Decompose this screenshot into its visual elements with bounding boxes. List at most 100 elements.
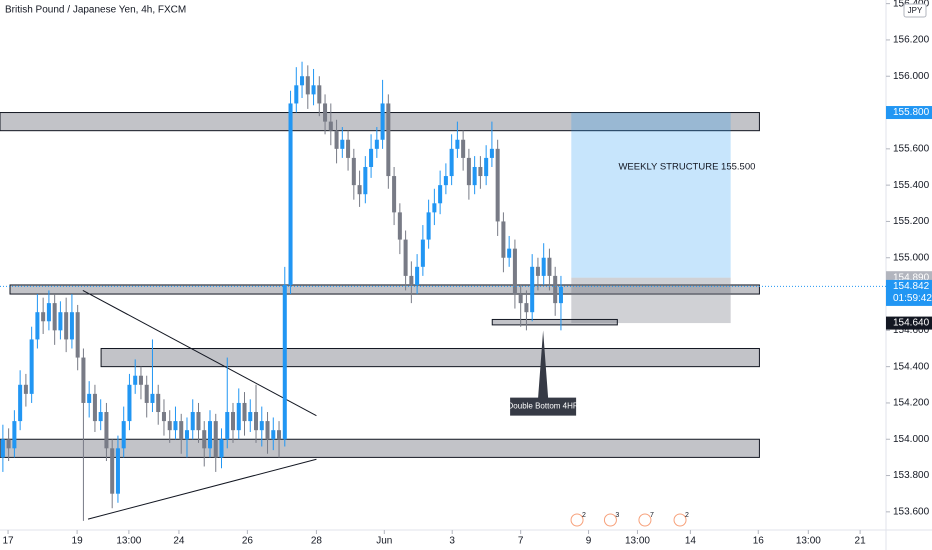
y-tick-label: 154.000 bbox=[893, 434, 930, 445]
x-tick-label: Jun bbox=[376, 536, 392, 547]
candle-body bbox=[52, 303, 57, 331]
candle-body bbox=[317, 85, 322, 104]
candle-body bbox=[466, 157, 471, 186]
candle-body bbox=[397, 212, 402, 240]
candle-body bbox=[254, 412, 259, 431]
candle-body bbox=[167, 421, 172, 431]
x-tick-label: 9 bbox=[586, 536, 592, 547]
event-icon bbox=[638, 513, 652, 527]
y-tick-label: 154.400 bbox=[893, 361, 930, 372]
candle-body bbox=[202, 430, 207, 449]
zone bbox=[0, 112, 760, 132]
candle-body bbox=[300, 76, 305, 86]
candle-body bbox=[46, 303, 51, 322]
candle-body bbox=[225, 412, 230, 440]
candle-body bbox=[426, 212, 431, 240]
candle-body bbox=[277, 430, 282, 440]
candle-body bbox=[369, 148, 374, 167]
candle-body bbox=[340, 139, 345, 149]
candle-body bbox=[144, 384, 149, 403]
candle-body bbox=[547, 257, 552, 276]
candle-body bbox=[305, 76, 310, 95]
candle-body bbox=[392, 176, 397, 213]
x-tick-label: 13:00 bbox=[625, 536, 650, 547]
candle-body bbox=[403, 239, 408, 276]
candle-body bbox=[6, 439, 11, 449]
candle-body bbox=[190, 412, 195, 431]
event-count: 2 bbox=[582, 512, 586, 519]
y-tick-label: 155.000 bbox=[893, 252, 930, 263]
candle-body bbox=[213, 421, 218, 458]
candle-body bbox=[495, 148, 500, 222]
candle-body bbox=[271, 430, 276, 440]
candle-body bbox=[173, 421, 178, 431]
candle-body bbox=[507, 248, 512, 258]
candle-body bbox=[110, 448, 115, 494]
candle-body bbox=[346, 139, 351, 158]
y-tick-label: 156.200 bbox=[893, 35, 930, 46]
candle-body bbox=[357, 185, 362, 195]
candle-body bbox=[461, 139, 466, 158]
candle-body bbox=[236, 402, 241, 431]
candle-body bbox=[133, 375, 138, 385]
candle-body bbox=[518, 294, 523, 304]
candle-body bbox=[81, 357, 86, 403]
candle-body bbox=[553, 275, 558, 304]
candle-body bbox=[432, 203, 437, 213]
trendline bbox=[82, 289, 317, 417]
candle-body bbox=[156, 393, 161, 413]
candle-body bbox=[58, 312, 63, 331]
candle-body bbox=[409, 275, 414, 285]
price-label: 154.890 bbox=[893, 272, 930, 283]
candle-body bbox=[484, 157, 489, 177]
candle-body bbox=[127, 384, 132, 422]
x-tick-label: 3 bbox=[449, 536, 455, 547]
price-label: 154.640 bbox=[893, 318, 930, 329]
candle-body bbox=[29, 339, 34, 394]
y-tick-label: 155.200 bbox=[893, 216, 930, 227]
candle-body bbox=[196, 412, 201, 431]
y-tick-label: 154.200 bbox=[893, 398, 930, 409]
candle-body bbox=[323, 103, 328, 122]
candle-body bbox=[207, 421, 213, 449]
candle-body bbox=[294, 85, 299, 104]
x-tick-label: 24 bbox=[173, 536, 185, 547]
candle-body bbox=[35, 312, 40, 340]
candle-body bbox=[558, 286, 563, 304]
candle-body bbox=[115, 448, 120, 494]
candle-body bbox=[535, 266, 540, 276]
candle-body bbox=[121, 421, 126, 449]
target-area bbox=[571, 112, 731, 278]
annotation: WEEKLY STRUCTURE 155.500 bbox=[618, 162, 755, 173]
candle-body bbox=[87, 393, 92, 403]
event-icon bbox=[673, 513, 687, 527]
y-tick-label: 155.400 bbox=[893, 180, 930, 191]
zone bbox=[9, 284, 760, 295]
x-tick-label: 26 bbox=[242, 536, 254, 547]
event-count: 2 bbox=[685, 512, 689, 519]
candle-body bbox=[12, 421, 17, 449]
candle-body bbox=[23, 384, 28, 394]
candle-body bbox=[334, 130, 339, 149]
y-tick-label: 154.600 bbox=[893, 325, 930, 336]
candle-body bbox=[443, 176, 448, 186]
event-icon bbox=[603, 513, 617, 527]
x-tick-label: 21 bbox=[855, 536, 867, 547]
countdown: 01:59:42 bbox=[893, 293, 932, 304]
candle-body bbox=[265, 421, 270, 440]
candle-body bbox=[41, 312, 46, 322]
price-label: 155.800 bbox=[893, 107, 930, 118]
x-tick-label: 7 bbox=[518, 536, 524, 547]
candle-body bbox=[259, 421, 264, 431]
candle-body bbox=[478, 166, 483, 177]
candle-body bbox=[0, 439, 5, 458]
candle-body bbox=[524, 303, 529, 313]
candle-body bbox=[184, 430, 189, 440]
callout-label: Double Bottom 4HR bbox=[508, 402, 579, 411]
chart-title: British Pound / Japanese Yen, 4h, FXCM bbox=[5, 5, 186, 16]
candle-body bbox=[150, 393, 155, 403]
candle-body bbox=[179, 421, 184, 440]
currency-badge bbox=[903, 3, 927, 18]
